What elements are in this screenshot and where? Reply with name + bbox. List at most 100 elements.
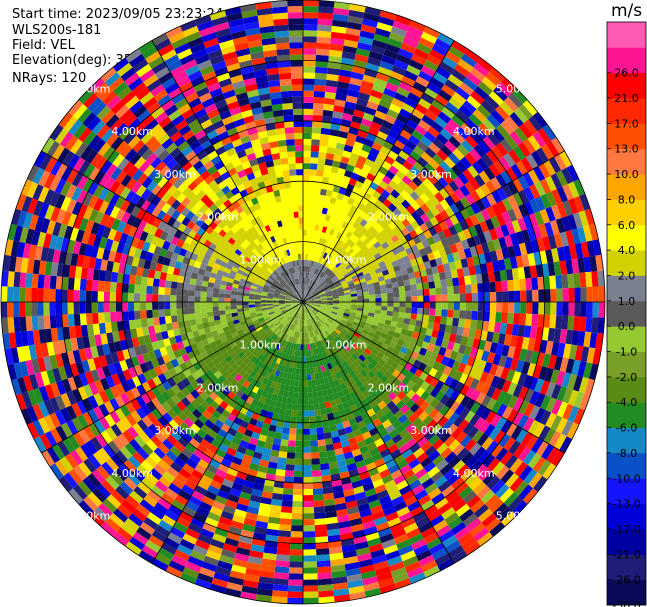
velocity-gate [282,359,288,367]
velocity-gate [274,369,281,377]
velocity-gate [227,391,236,400]
velocity-gate [479,220,490,233]
velocity-gate [333,105,345,113]
velocity-gate [309,302,315,304]
velocity-gate [423,229,433,239]
velocity-gate [291,349,296,356]
velocity-gate [489,67,506,83]
velocity-gate [79,313,87,326]
velocity-gate [339,277,347,283]
velocity-gate [553,233,563,248]
velocity-gate [348,177,357,187]
velocity-gate [315,322,320,329]
velocity-gate [573,195,585,213]
velocity-gate [318,256,323,264]
velocity-gate [132,468,146,482]
velocity-gate [307,305,313,310]
velocity-gate [204,517,219,528]
velocity-gate [523,266,532,279]
velocity-gate [462,100,477,114]
velocity-gate [341,317,349,322]
velocity-gate [349,370,357,378]
velocity-gate [417,295,424,302]
velocity-gate [399,249,408,258]
velocity-gate [200,400,210,410]
velocity-gate [141,545,158,559]
velocity-gate [266,467,277,475]
velocity-gate [465,205,476,217]
velocity-gate [434,116,448,129]
velocity-gate [332,485,344,493]
velocity-gate [571,258,580,274]
velocity-gate [392,286,400,293]
velocity-gate [281,377,287,385]
velocity-gate [416,140,429,152]
velocity-gate [490,177,502,191]
velocity-gate [357,503,371,512]
velocity-gate [460,239,470,250]
velocity-gate [429,243,439,253]
velocity-gate [344,426,353,435]
velocity-gate [409,191,420,201]
velocity-gate [170,461,183,473]
velocity-gate [403,522,419,534]
velocity-gate [369,447,380,457]
velocity-gate [332,330,339,337]
velocity-gate [401,395,411,405]
velocity-gate [351,296,358,300]
velocity-gate [324,382,331,390]
velocity-gate [495,142,509,157]
velocity-gate [307,294,313,299]
velocity-gate [357,175,367,184]
velocity-gate [413,145,425,157]
velocity-gate [424,445,437,457]
velocity-gate [258,338,265,345]
velocity-gate [223,452,235,462]
velocity-gate [313,403,320,411]
velocity-gate [338,295,345,299]
velocity-gate [533,111,548,128]
velocity-gate [297,313,300,320]
velocity-gate [588,363,599,381]
velocity-gate [456,126,470,140]
velocity-gate [287,440,296,447]
velocity-gate [408,479,422,491]
velocity-gate [401,376,411,386]
velocity-gate [307,306,312,311]
velocity-gate [383,370,393,379]
velocity-gate [571,228,581,245]
velocity-gate [379,314,387,320]
velocity-gate [432,519,448,533]
velocity-gate [349,233,357,241]
velocity-gate [338,309,345,313]
velocity-gate [515,231,525,245]
velocity-gate [286,403,293,411]
velocity-gate [454,381,465,393]
velocity-gate [480,395,492,408]
velocity-gate [303,338,306,345]
velocity-gate [166,466,179,478]
velocity-gate [374,136,386,146]
velocity-gate [308,193,315,200]
velocity-gate [273,388,280,396]
velocity-gate [287,591,303,598]
velocity-gate [290,373,296,381]
velocity-gate [268,424,277,432]
velocity-gate [343,287,350,292]
velocity-gate [308,260,312,267]
velocity-gate [326,412,335,421]
velocity-gate [443,435,456,448]
velocity-gate [383,49,399,60]
velocity-gate [308,349,312,357]
velocity-gate [400,268,408,276]
velocity-gate [171,321,179,330]
velocity-gate [429,308,436,316]
velocity-gate [434,475,448,488]
velocity-gate [342,208,350,216]
velocity-gate [338,275,345,281]
velocity-gate [424,430,436,442]
velocity-gate [413,161,425,172]
velocity-gate [281,500,293,508]
velocity-gate [318,225,324,232]
velocity-gate [477,508,493,523]
